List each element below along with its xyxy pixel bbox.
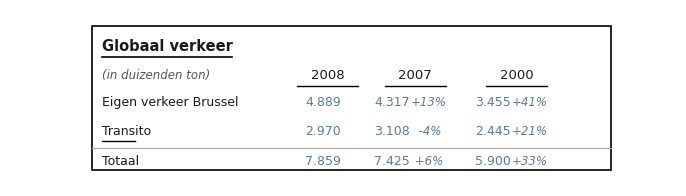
Text: (in duizenden ton): (in duizenden ton) xyxy=(102,69,210,82)
Text: Eigen verkeer Brussel: Eigen verkeer Brussel xyxy=(102,96,238,109)
Text: 3.108: 3.108 xyxy=(375,125,410,138)
Text: 7.859: 7.859 xyxy=(305,155,341,168)
Text: 2008: 2008 xyxy=(311,69,344,82)
Text: ‑4%: ‑4% xyxy=(411,125,442,138)
Text: +13%: +13% xyxy=(411,96,447,109)
Text: 4.317: 4.317 xyxy=(375,96,410,109)
Text: Transito: Transito xyxy=(102,125,151,138)
Text: 2.445: 2.445 xyxy=(475,125,511,138)
Text: Globaal verkeer: Globaal verkeer xyxy=(102,39,233,54)
Text: +41%: +41% xyxy=(512,96,548,109)
Text: Totaal: Totaal xyxy=(102,155,139,168)
Text: 2000: 2000 xyxy=(499,69,533,82)
Text: +21%: +21% xyxy=(512,125,548,138)
Text: 2007: 2007 xyxy=(399,69,432,82)
Text: 3.455: 3.455 xyxy=(475,96,511,109)
Text: +6%: +6% xyxy=(411,155,443,168)
Text: +33%: +33% xyxy=(512,155,548,168)
Text: 5.900: 5.900 xyxy=(475,155,511,168)
Text: 7.425: 7.425 xyxy=(375,155,410,168)
Text: 4.889: 4.889 xyxy=(305,96,341,109)
Text: 2.970: 2.970 xyxy=(305,125,341,138)
